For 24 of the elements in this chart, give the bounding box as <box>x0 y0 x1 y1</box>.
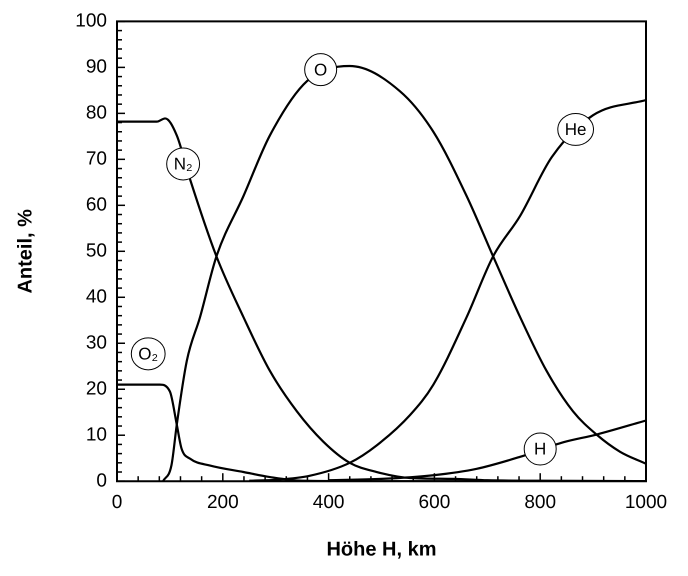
x-tick-label: 400 <box>312 492 344 513</box>
x-tick-label: 0 <box>112 492 122 513</box>
annotation: O₂ <box>138 344 158 364</box>
x-tick-label: 800 <box>524 492 556 513</box>
y-tick-label: 80 <box>86 102 107 124</box>
annotation: He <box>564 120 587 140</box>
x-axis-title: Höhe H, km <box>326 538 437 561</box>
y-tick-label: 60 <box>86 194 107 216</box>
y-tick-label: 50 <box>86 240 107 262</box>
y-tick-label: 40 <box>86 286 107 308</box>
annotation: H <box>534 440 546 459</box>
y-tick-label: 70 <box>86 148 107 170</box>
y-tick-label: 0 <box>96 470 107 492</box>
annotation: O <box>314 60 328 80</box>
y-tick-label: 10 <box>86 424 107 446</box>
y-axis-title: Anteil, % <box>14 208 37 294</box>
y-tick-label: 20 <box>86 378 107 400</box>
x-tick-label: 1000 <box>624 492 668 513</box>
x-tick-label: 600 <box>418 492 450 513</box>
y-tick-label: 30 <box>86 332 107 354</box>
x-tick-label: 200 <box>206 492 239 513</box>
y-tick-label: 100 <box>75 10 107 32</box>
y-tick-label: 90 <box>86 56 107 78</box>
annotation: N₂ <box>174 154 193 174</box>
